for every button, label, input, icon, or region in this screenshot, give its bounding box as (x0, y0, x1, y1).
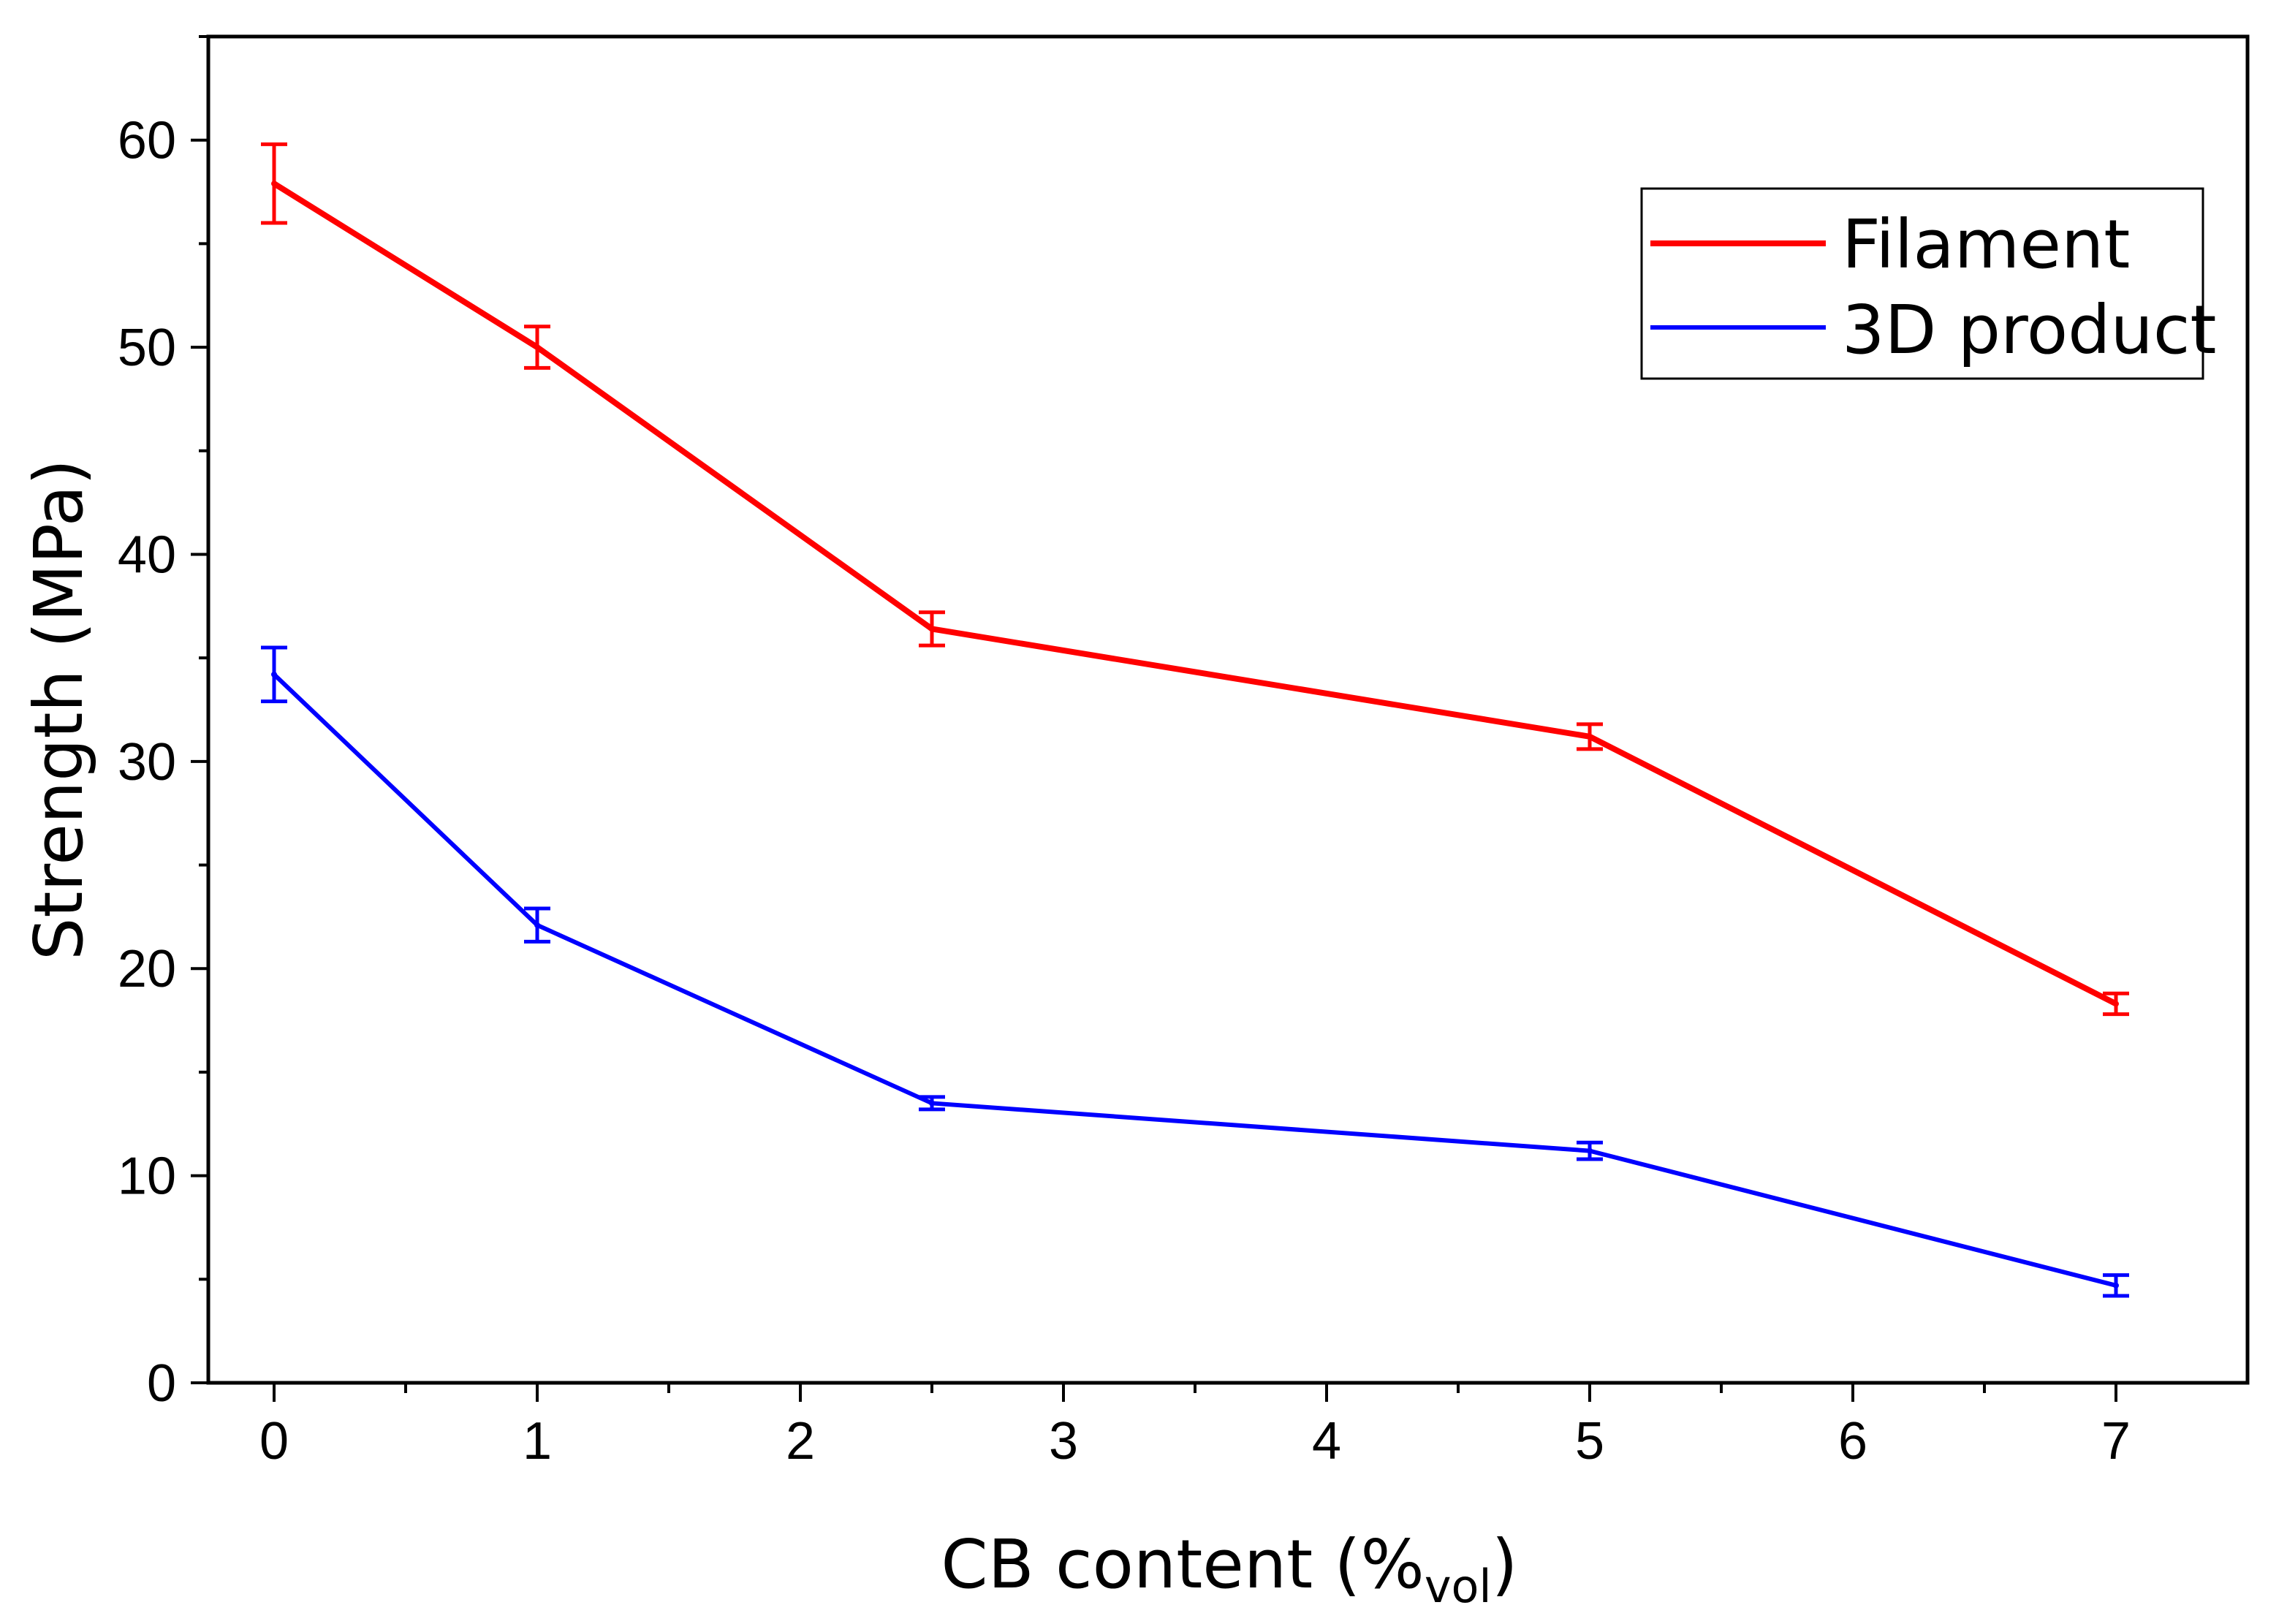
y-axis-title: Strength (MPa) (20, 459, 98, 960)
x-tick-label-0: 0 (259, 1412, 289, 1471)
data-point-filament-7 (2113, 1001, 2119, 1007)
legend-box (1640, 187, 2204, 380)
data-point-3d-product-0 (271, 671, 277, 678)
legend: Filament 3D product (1640, 187, 2216, 380)
y-tick-label-0: 0 (147, 1354, 176, 1413)
x-tick-label-4: 4 (1312, 1412, 1341, 1471)
y-tick-label-10: 10 (118, 1147, 176, 1206)
x-tick-label-3: 3 (1049, 1412, 1078, 1471)
x-tick-label-6: 6 (1838, 1412, 1867, 1471)
data-point-3d-product-5 (1587, 1147, 1593, 1154)
data-point-filament-1 (534, 344, 540, 351)
data-point-filament-0 (271, 181, 277, 187)
y-tick-label-50: 50 (118, 319, 176, 377)
y-tick-label-60: 60 (118, 112, 176, 170)
ticks-layer: 0 1 2 3 4 5 6 7 0 10 20 30 40 50 60 (118, 35, 2131, 1471)
x-axis-title-main: CB content (% (941, 1525, 1424, 1604)
plot-frame (206, 34, 2250, 1385)
x-axis-title: CB content (%vol) (941, 1525, 1517, 1613)
series-layer (261, 142, 2129, 1298)
legend-label-3d-product: 3D product (1842, 291, 2216, 369)
y-tick-label-30: 30 (118, 733, 176, 792)
x-axis-title-close: ) (1492, 1525, 1518, 1604)
data-point-filament-5 (1587, 733, 1593, 740)
data-point-3d-product-7 (2113, 1282, 2119, 1289)
y-tick-label-20: 20 (118, 940, 176, 998)
data-point-3d-product-1 (534, 922, 540, 928)
x-tick-label-5: 5 (1575, 1412, 1604, 1471)
y-tick-label-40: 40 (118, 525, 176, 584)
x-tick-label-2: 2 (786, 1412, 815, 1471)
x-tick-label-1: 1 (523, 1412, 552, 1471)
series-line-3d-product (272, 672, 2117, 1288)
legend-label-filament: Filament (1842, 205, 2130, 284)
x-tick-label-7: 7 (2101, 1412, 2131, 1471)
data-point-3d-product-2.5 (929, 1100, 935, 1107)
x-axis-title-subscript: vol (1425, 1560, 1492, 1613)
data-point-filament-2.5 (929, 626, 935, 632)
